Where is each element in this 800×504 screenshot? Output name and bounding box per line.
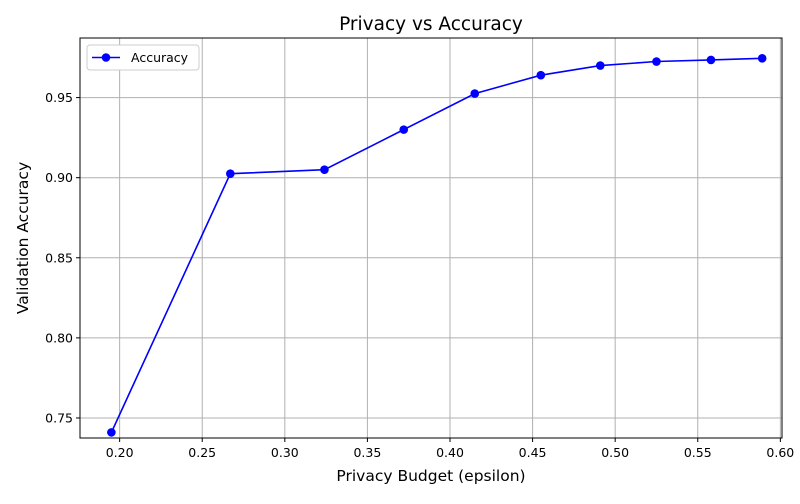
y-tick-label: 0.85 (45, 250, 73, 265)
data-point (757, 54, 767, 63)
data-point (706, 55, 716, 65)
data-point (320, 165, 329, 174)
data-point (652, 57, 661, 66)
y-axis-label: Validation Accuracy (14, 162, 32, 314)
data-point (226, 169, 235, 178)
legend-marker (101, 53, 111, 62)
x-axis-label: Privacy Budget (epsilon) (336, 467, 525, 485)
y-tick-label: 0.75 (45, 410, 73, 425)
x-tick-label: 0.50 (601, 445, 629, 460)
y-tick-label: 0.90 (45, 170, 73, 185)
plot-frame (79, 37, 783, 439)
legend-label: Accuracy (131, 50, 189, 65)
data-point (596, 61, 605, 70)
legend-box (86, 44, 200, 71)
x-axis: 0.20 0.25 0.30 0.35 0.40 0.45 0.50 0.55 0.60 (106, 438, 794, 460)
x-tick-label: 0.55 (684, 445, 712, 460)
x-tick-label: 0.20 (106, 445, 134, 460)
series-line (110, 57, 763, 433)
legend: Accuracy (86, 44, 200, 71)
y-axis: 0.75 0.80 0.85 0.90 0.95 (45, 90, 80, 425)
x-tick-label: 0.45 (519, 445, 547, 460)
y-tick-label: 0.80 (45, 330, 73, 345)
data-point (399, 125, 409, 134)
y-tick-label: 0.95 (45, 90, 73, 105)
x-tick-label: 0.25 (188, 445, 216, 460)
data-point (470, 89, 480, 98)
data-point (536, 70, 546, 80)
chart-title: Privacy vs Accuracy (339, 14, 523, 35)
series-layer (107, 54, 767, 437)
grid (80, 38, 782, 438)
x-tick-label: 0.40 (436, 445, 464, 460)
x-tick-label: 0.35 (353, 445, 381, 460)
x-tick-label: 0.60 (766, 445, 794, 460)
data-point (107, 428, 116, 437)
x-tick-label: 0.30 (271, 445, 299, 460)
